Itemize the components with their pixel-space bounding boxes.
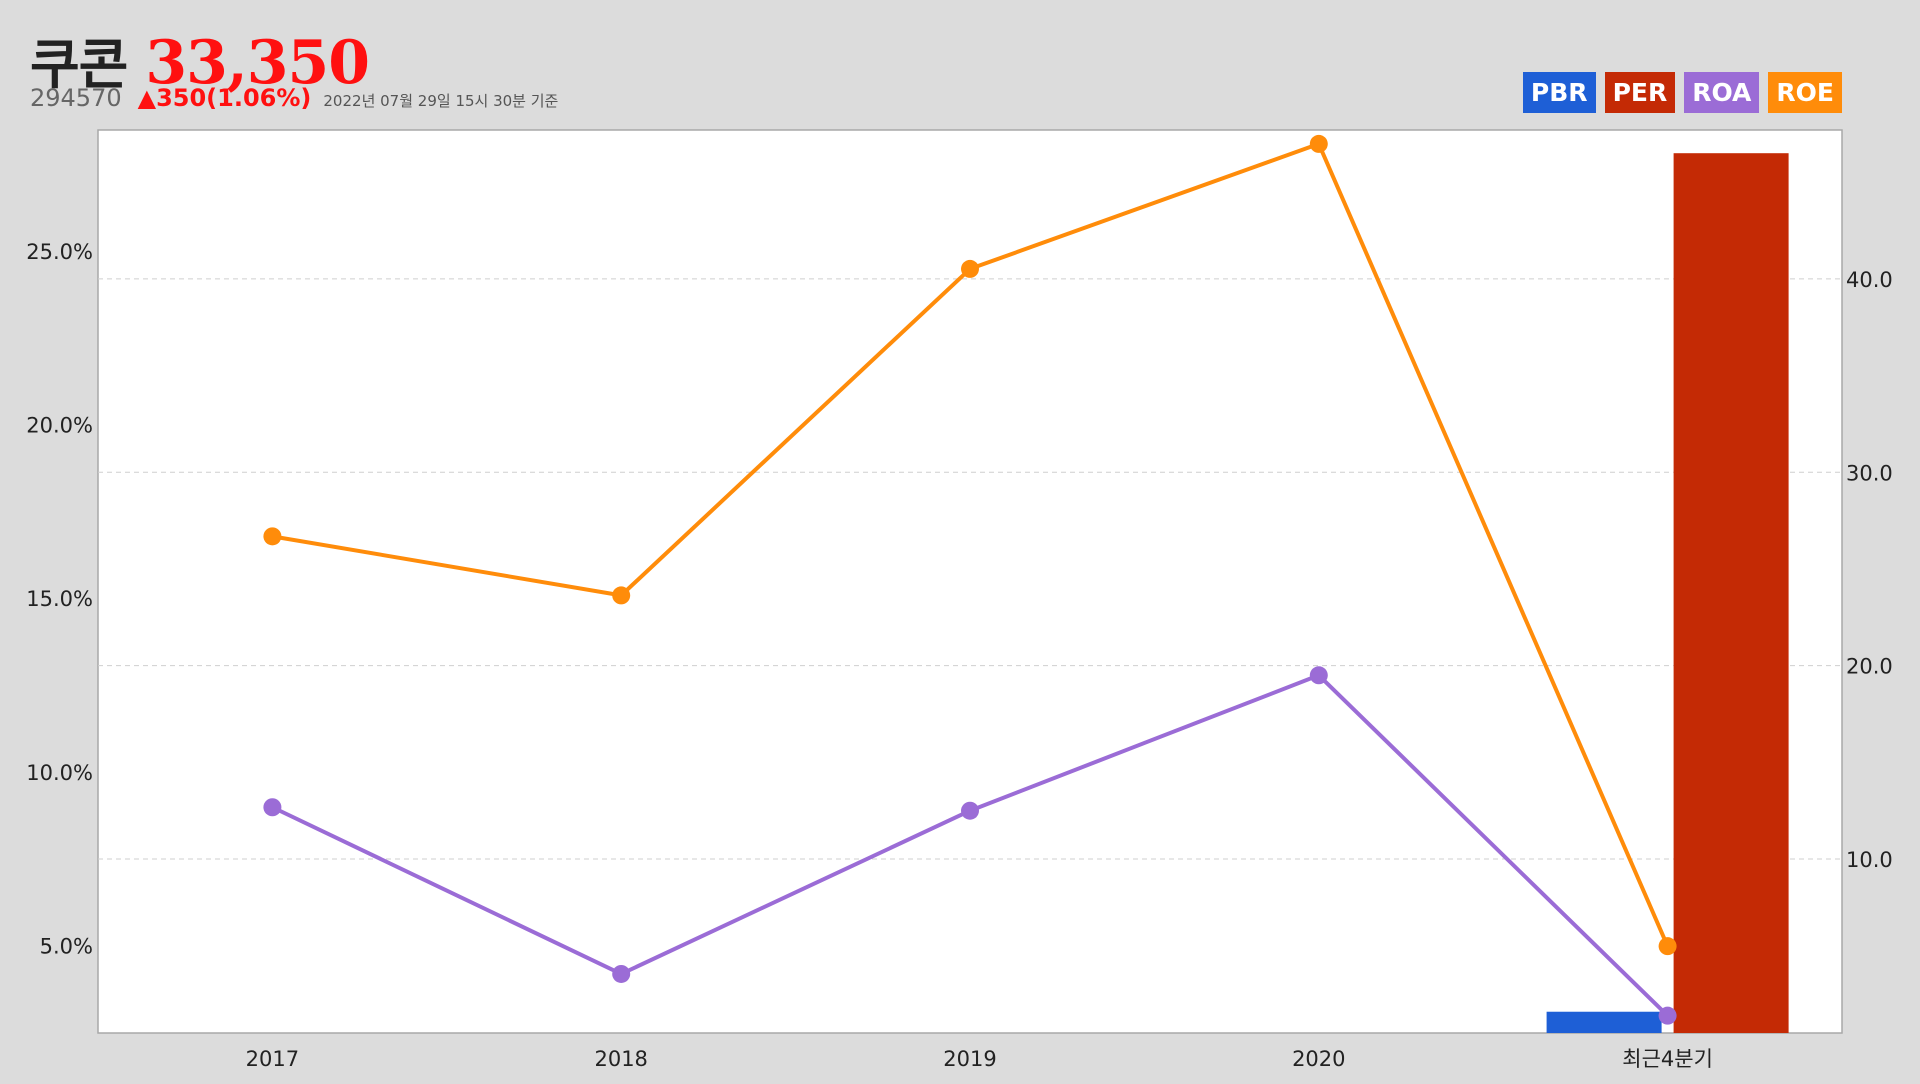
legend-roe[interactable]: ROE (1768, 72, 1842, 113)
point-roe (1309, 134, 1328, 153)
left-axis-tick-label: 25.0% (26, 240, 93, 264)
point-roa (1658, 1006, 1677, 1025)
point-roa (612, 964, 631, 983)
point-roe (263, 527, 282, 546)
stock-header: 쿠콘 33,350 (30, 20, 370, 99)
price-change: ▲350(1.06%) (137, 84, 312, 112)
point-roe (612, 586, 631, 605)
right-axis-tick-label: 40.0 (1846, 268, 1893, 292)
stock-name: 쿠콘 (30, 33, 128, 96)
stock-subinfo: 294570 ▲350(1.06%) 2022년 07월 29일 15시 30분… (30, 84, 558, 112)
x-axis-tick-label: 2020 (1292, 1047, 1345, 1071)
chart-legend: PBR PER ROA ROE (1514, 72, 1842, 113)
legend-per[interactable]: PER (1604, 72, 1676, 113)
plot-area (97, 129, 1843, 1034)
x-axis-tick-label: 2018 (594, 1047, 647, 1071)
point-roa (1309, 666, 1328, 685)
stock-code: 294570 (30, 84, 122, 112)
left-axis-tick-label: 10.0% (26, 761, 93, 785)
timestamp: 2022년 07월 29일 15시 30분 기준 (323, 92, 559, 110)
bar-pbr (1546, 1011, 1662, 1033)
legend-pbr[interactable]: PBR (1522, 72, 1596, 113)
left-axis-tick-label: 15.0% (26, 587, 93, 611)
point-roe (961, 259, 979, 278)
x-axis-tick-label: 최근4분기 (1622, 1047, 1713, 1071)
left-axis-tick-label: 20.0% (26, 414, 93, 438)
right-axis-tick-label: 10.0 (1846, 848, 1893, 872)
point-roe (1658, 937, 1677, 956)
left-axis-tick-label: 5.0% (40, 935, 93, 959)
bar-per (1673, 153, 1789, 1033)
point-roa (263, 798, 282, 817)
right-axis-tick-label: 30.0 (1846, 461, 1893, 485)
x-axis-tick-label: 2017 (246, 1047, 299, 1071)
right-axis-tick-label: 20.0 (1846, 655, 1893, 679)
stock-price: 33,350 (145, 28, 370, 98)
point-roa (961, 801, 979, 820)
x-axis-tick-label: 2019 (943, 1047, 996, 1071)
legend-roa[interactable]: ROA (1684, 72, 1760, 113)
